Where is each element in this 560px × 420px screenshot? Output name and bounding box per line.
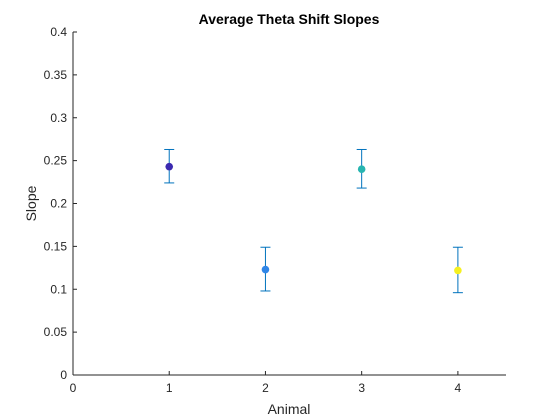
x-tick-label: 2: [262, 381, 269, 395]
chart-title: Average Theta Shift Slopes: [199, 11, 380, 27]
x-tick-label: 4: [455, 381, 462, 395]
data-point-4: [454, 266, 462, 275]
x-tick-label: 3: [358, 381, 365, 395]
y-axis-label: Slope: [23, 185, 39, 221]
y-tick-label: 0: [60, 368, 67, 382]
y-tick-label: 0.2: [50, 197, 67, 211]
data-marks: [164, 148, 463, 294]
y-tick-label: 0.35: [44, 68, 68, 82]
y-tick-label: 0.1: [50, 282, 67, 296]
axes: 0 1 2 3 4 0 0.05 0.1 0.15 0.2 0.25 0.3 0.35 0.4: [44, 25, 506, 395]
y-tick-label: 0.15: [44, 239, 68, 253]
y-tick-label: 0.05: [44, 325, 68, 339]
data-point-1: [165, 162, 174, 171]
plot-area: [73, 32, 506, 375]
data-point-3: [357, 165, 366, 173]
x-axis-label: Animal: [268, 401, 311, 417]
y-tick-label: 0.25: [44, 154, 68, 168]
x-tick-label: 0: [70, 381, 77, 395]
y-tick-label: 0.3: [50, 111, 67, 125]
data-point-2: [261, 265, 270, 274]
x-tick-label: 1: [166, 381, 173, 395]
y-tick-label: 0.4: [50, 25, 67, 39]
